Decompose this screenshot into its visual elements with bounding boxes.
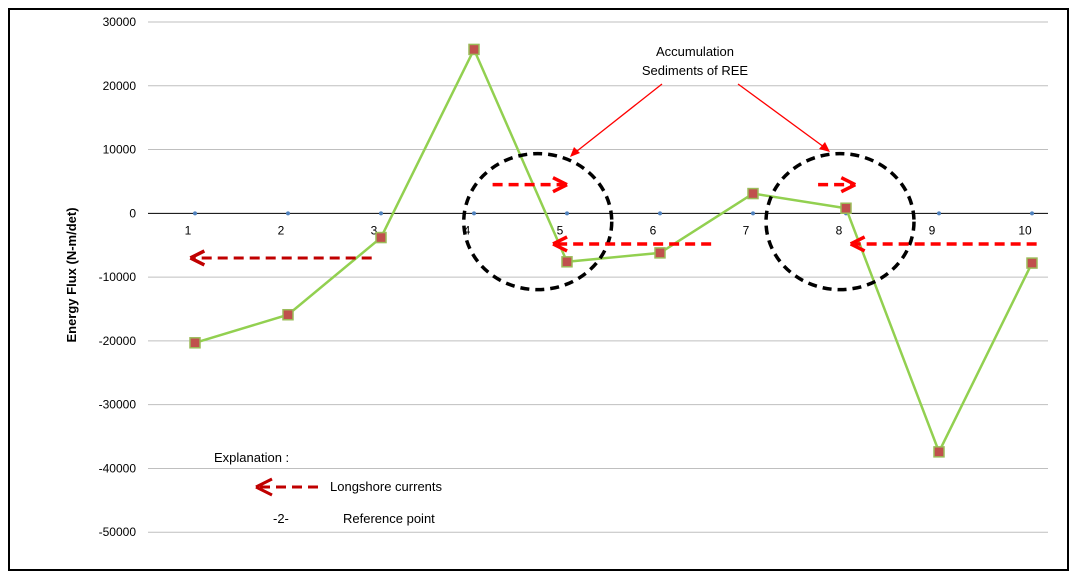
y-tick-label: 20000 [103, 79, 137, 93]
series-line [194, 46, 1034, 455]
y-tick-label: 0 [129, 206, 136, 220]
data-point [933, 446, 945, 458]
zero-series-point [565, 211, 569, 216]
annotation-pointer-head [570, 147, 580, 157]
zero-series-point [472, 211, 476, 216]
data-point [747, 187, 759, 200]
data-point [1026, 257, 1038, 269]
x-tick-label: 3 [371, 223, 378, 237]
zero-series-point [193, 211, 197, 216]
y-axis-label: Energy Flux (N-m/det) [64, 207, 79, 342]
data-point [468, 43, 480, 56]
data-point [561, 256, 573, 268]
legend-ref-symbol: -2- [273, 511, 289, 526]
zero-series-point [658, 211, 662, 216]
legend-explanation: Explanation : [214, 450, 289, 465]
data-point [840, 202, 852, 214]
zero-series-point [379, 211, 383, 216]
annotation-line-1: Accumulation [656, 44, 734, 59]
accumulation-circle [462, 151, 614, 292]
x-tick-label: 7 [743, 223, 750, 237]
x-tick-label: 10 [1018, 223, 1032, 237]
data-point [282, 308, 294, 321]
y-tick-labels: 30000 20000 10000 0 -10000 -20000 -30000 -40000… [99, 15, 137, 539]
y-tick-label: -40000 [99, 461, 137, 475]
annotation-line-2: Sediments of REE [642, 63, 749, 78]
annotation-pointer [737, 83, 829, 151]
y-tick-label: 10000 [103, 143, 137, 157]
annotation-pointer [571, 83, 663, 156]
zero-series-point [751, 211, 755, 216]
y-tick-label: -50000 [99, 525, 137, 539]
x-tick-label: 5 [557, 223, 564, 237]
data-series [189, 43, 1038, 458]
x-tick-label: 9 [929, 223, 936, 237]
data-point [654, 247, 666, 259]
legend-currents-label: Longshore currents [330, 479, 443, 494]
x-tick-label: 1 [185, 223, 192, 237]
explanation-legend: Explanation : Longshore currents -2- Ref… [214, 450, 443, 526]
accumulation-circle [764, 151, 916, 292]
x-tick-label: 6 [650, 223, 657, 237]
gridlines [148, 21, 1048, 533]
zero-series-point [286, 211, 290, 216]
x-tick-labels: 1 2 3 4 5 6 7 8 9 10 [185, 223, 1032, 237]
legend-ref-label: Reference point [343, 511, 435, 526]
accumulation-annotation: Accumulation Sediments of REE [570, 44, 830, 157]
y-tick-label: -20000 [99, 334, 137, 348]
accumulation-circles [462, 151, 916, 292]
y-tick-label: -10000 [99, 270, 137, 284]
zero-series-point [1030, 211, 1034, 216]
data-point [375, 231, 387, 244]
current-arrowhead [840, 176, 857, 194]
y-tick-label: 30000 [103, 15, 137, 29]
data-point [189, 337, 201, 349]
zero-series-point [937, 211, 941, 216]
legend-current-arrowhead [255, 477, 273, 497]
current-arrowhead [552, 235, 568, 253]
annotation-pointer-head [819, 142, 830, 152]
x-tick-label: 2 [278, 223, 285, 237]
longshore-current-arrows [189, 176, 1037, 267]
x-tick-label: 4 [464, 223, 471, 237]
x-tick-label: 8 [836, 223, 843, 237]
y-tick-label: -30000 [99, 398, 137, 412]
current-arrowhead [189, 249, 206, 267]
current-arrowhead [849, 235, 866, 253]
current-arrowhead [552, 176, 568, 194]
